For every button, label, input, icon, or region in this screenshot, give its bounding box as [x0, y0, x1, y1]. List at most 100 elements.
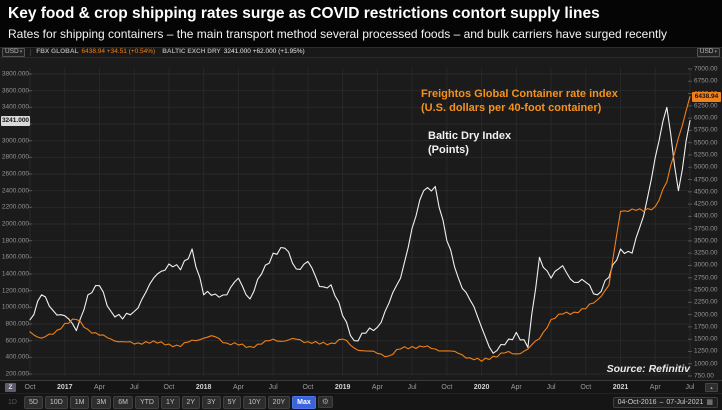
x-axis-tick-label: Oct: [163, 384, 175, 391]
left-axis-tick-label: 2000.000: [1, 220, 29, 228]
fbx-ticker-name[interactable]: FBX GLOBAL: [36, 48, 79, 56]
date-to: 07-Jul-2021: [666, 398, 704, 406]
x-axis-tick-label: Apr: [94, 384, 105, 391]
x-axis-tick-label: Oct: [580, 384, 592, 391]
x-axis-tick-label: Jul: [546, 384, 556, 391]
x-axis-tick-label: Apr: [371, 384, 383, 391]
right-axis-tick-label: 5250.00: [694, 151, 718, 159]
left-axis-last-value-badge: 3241.000: [1, 115, 30, 126]
currency-selector-right[interactable]: USD ▾: [696, 48, 720, 57]
date-range[interactable]: 04-Oct-2016 – 07-Jul-2021 ▦: [612, 396, 718, 408]
right-axis-tick-label: 2000.00: [694, 311, 718, 319]
right-axis-tick-label: 2250.00: [694, 298, 718, 306]
axis-scroll-button[interactable]: ▴: [705, 383, 718, 392]
left-axis-tick-label: 1400.000: [1, 270, 29, 278]
right-axis-tick-label: 1250.00: [694, 347, 718, 355]
right-axis-tick-label: 7000.00: [694, 65, 718, 73]
right-axis-tick-label: 5500.00: [694, 139, 718, 147]
series-line-baltic-dry: [29, 106, 691, 354]
series-line-freightos: [29, 96, 691, 362]
legend-freightos: Freightos Global Container rate index (U…: [421, 87, 618, 115]
right-axis-tick-label: 6000.00: [694, 114, 718, 122]
range-button-ytd[interactable]: YTD: [134, 395, 159, 409]
right-axis-tick-label: 1000.00: [694, 360, 718, 368]
left-axis-tick-label: 3000.000: [1, 137, 29, 145]
legend-baltic-line2: (Points): [428, 144, 469, 156]
range-button-3m[interactable]: 3M: [91, 395, 112, 409]
right-axis-tick-label: 3000.00: [694, 261, 718, 269]
right-axis-tick-label: 3500.00: [694, 237, 718, 245]
range-button-3y[interactable]: 3Y: [202, 395, 221, 409]
x-axis-tick-label: 2017: [56, 384, 73, 391]
range-button-1m[interactable]: 1M: [69, 395, 90, 409]
range-button-5d[interactable]: 5D: [23, 395, 43, 409]
bottom-toolbar: 1D 5D 10D 1M 3M 6M YTD 1Y 2Y 3Y 5Y 10Y 20Y Max ⚙ 04-Oc…: [0, 393, 722, 410]
range-button-2y[interactable]: 2Y: [181, 395, 201, 409]
left-axis-tick-label: 400.000: [5, 353, 30, 361]
left-axis-tick-label: 1800.000: [1, 237, 29, 245]
left-axis-tick-label: 200.000: [5, 370, 30, 378]
right-axis-tick-label: 4000.00: [694, 212, 718, 220]
date-separator: –: [659, 398, 664, 406]
x-axis-tick-label: 2018: [195, 384, 212, 391]
page-subtitle: Rates for shipping containers – the main…: [8, 27, 668, 41]
left-axis-tick-label: 3400.000: [1, 103, 29, 111]
x-axis-tick-label: Oct: [24, 384, 36, 391]
date-from: 04-Oct-2016: [617, 398, 657, 406]
x-axis-tick-label: 2019: [334, 384, 351, 391]
range-button-10y[interactable]: 10Y: [243, 395, 266, 409]
range-button-20y[interactable]: 20Y: [267, 395, 291, 409]
left-axis-tick-label: 800.000: [5, 320, 30, 328]
right-axis-tick-label: 4250.00: [694, 200, 718, 208]
left-axis-tick-label: 3800.000: [1, 70, 29, 78]
x-axis-tick-label: Apr: [649, 384, 661, 391]
calendar-icon[interactable]: ▦: [706, 398, 713, 406]
legend-baltic: Baltic Dry Index (Points): [428, 129, 511, 157]
x-axis-tick-label: Jul: [685, 384, 695, 391]
right-axis-tick-label: 5000.00: [694, 163, 718, 171]
currency-label: USD: [699, 48, 714, 56]
x-axis-tick-label: 2020: [473, 384, 490, 391]
chart-plot[interactable]: Freightos Global Container rate index (U…: [0, 58, 722, 380]
source-label: Source: Refinitiv: [606, 363, 690, 375]
zoom-mode-button[interactable]: Z: [5, 383, 16, 392]
x-axis-tick-label: Jul: [268, 384, 278, 391]
left-axis-tick-label: 2600.000: [1, 170, 29, 178]
right-axis-tick-label: 2750.00: [694, 274, 718, 282]
baltic-ticker-name[interactable]: BALTIC EXCH DRY: [162, 48, 221, 56]
x-axis: Z ▴ Oct 2017 Apr Jul Oct 2018 Apr Jul Oct 2019 Apr…: [0, 380, 722, 393]
currency-label: USD: [5, 48, 19, 56]
legend-baltic-line1: Baltic Dry Index: [428, 130, 512, 142]
x-axis-tick-label: Apr: [510, 384, 522, 391]
divider: [30, 49, 32, 56]
fbx-ticker-quote: 6438.94 +34.51 (+0.54%): [81, 48, 156, 56]
right-axis-tick-label: 4500.00: [694, 188, 718, 196]
right-axis-tick-label: 5750.00: [694, 126, 718, 134]
quote-bar: USD ▾ FBX GLOBAL 6438.94 +34.51 (+0.54%)…: [0, 47, 722, 58]
chevron-down-icon: ▾: [714, 49, 717, 55]
range-button-max[interactable]: Max: [292, 395, 316, 409]
baltic-ticker-quote: 3241.000 +62.000 (+1.95%): [223, 48, 305, 56]
gear-icon[interactable]: ⚙: [317, 396, 333, 408]
right-axis-tick-label: 750.00: [694, 372, 714, 380]
range-button-1d[interactable]: 1D: [8, 398, 17, 406]
range-button-10d[interactable]: 10D: [44, 395, 68, 409]
legend-freightos-line1: Freightos Global Container rate index: [421, 88, 618, 100]
right-axis-tick-label: 2500.00: [694, 286, 718, 294]
left-axis-tick-label: 2200.000: [1, 203, 29, 211]
range-button-6m[interactable]: 6M: [113, 395, 133, 409]
chevron-down-icon: ▾: [19, 49, 23, 55]
left-axis-tick-label: 1000.000: [1, 303, 29, 311]
left-axis-tick-label: 1600.000: [1, 253, 29, 261]
x-axis-tick-label: Oct: [441, 384, 453, 391]
x-axis-tick-label: Apr: [232, 384, 244, 391]
currency-selector-left[interactable]: USD ▾: [2, 48, 26, 57]
x-axis-tick-label: Oct: [302, 384, 314, 391]
right-axis-tick-label: 1750.00: [694, 323, 718, 331]
range-button-5y[interactable]: 5Y: [222, 395, 242, 409]
range-button-1y[interactable]: 1Y: [160, 395, 180, 409]
right-axis-tick-label: 6750.00: [694, 77, 718, 85]
x-axis-tick-label: 2021: [612, 384, 629, 391]
right-axis-tick-label: 3250.00: [694, 249, 718, 257]
